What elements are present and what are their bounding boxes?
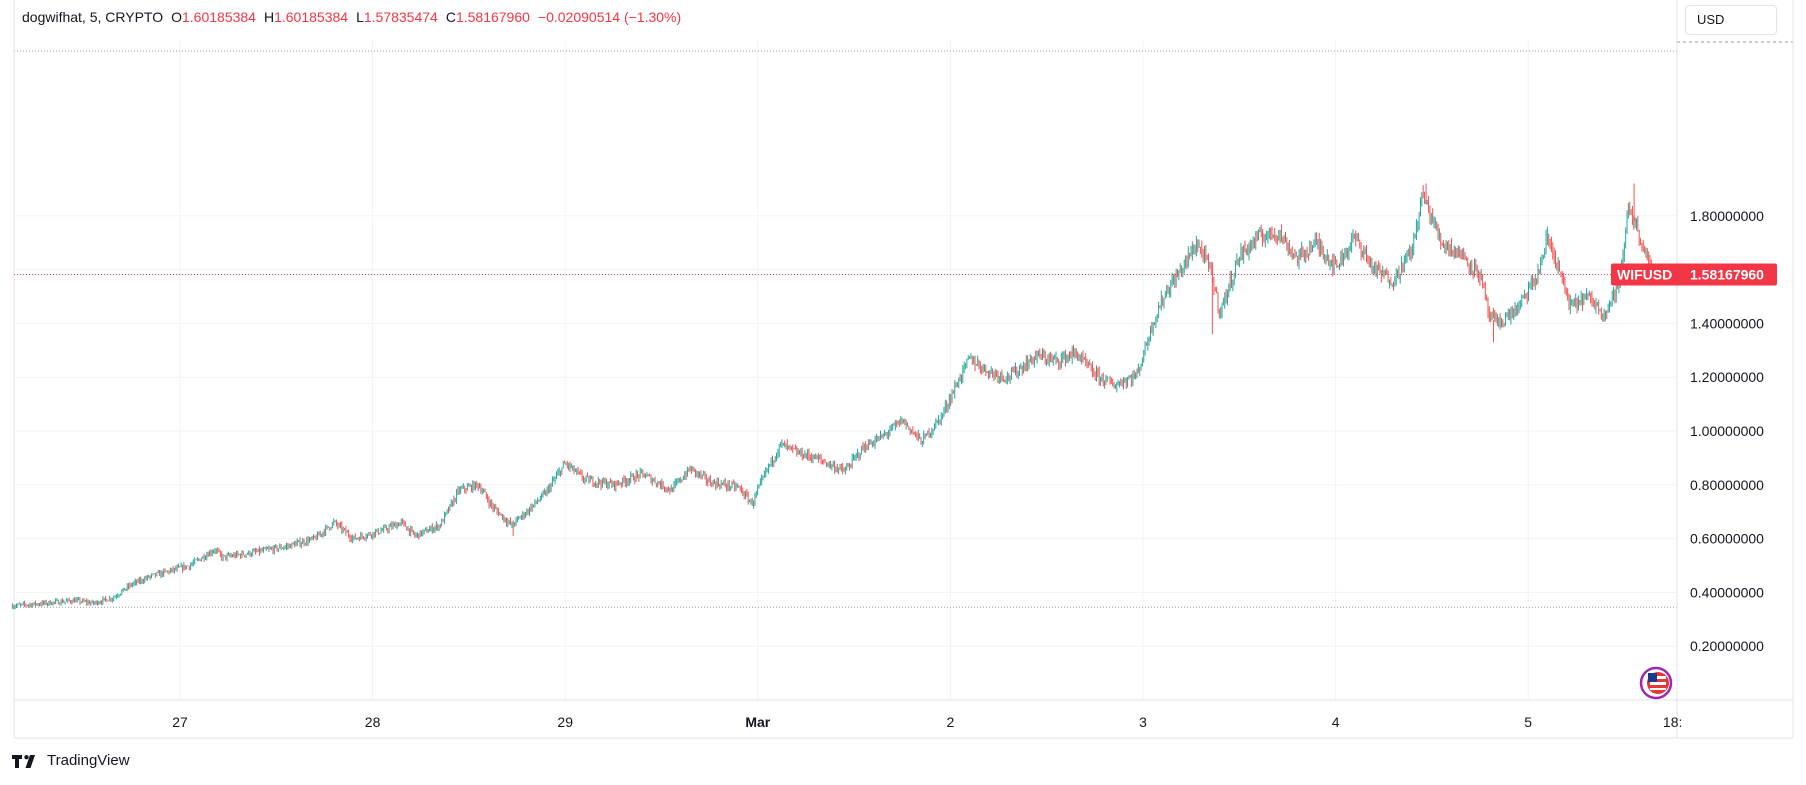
time-tick-label: 18: xyxy=(1663,714,1682,730)
brand-footer[interactable]: TradingView xyxy=(12,752,130,769)
grid-lines xyxy=(14,40,1677,700)
time-axis[interactable]: 27 28 29 Mar 2 3 4 5 18: xyxy=(172,714,1682,730)
price-tick-label: 1.20000000 xyxy=(1690,369,1764,385)
high-value: 1.60185384 xyxy=(274,9,349,25)
price-tag-symbol: WIFUSD xyxy=(1617,267,1672,283)
last-price-tag: WIFUSD 1.58167960 xyxy=(1611,263,1777,286)
reference-lines xyxy=(13,0,1794,738)
price-tick-label: 1.00000000 xyxy=(1690,423,1764,439)
price-tick-label: 0.40000000 xyxy=(1690,584,1764,600)
low-value: 1.57835474 xyxy=(363,9,438,25)
close-value: 1.58167960 xyxy=(455,9,530,25)
close-label: C xyxy=(445,9,456,25)
time-tick-label: Mar xyxy=(745,714,770,730)
price-tag-background xyxy=(1611,263,1777,286)
currency-selector-button[interactable]: USD xyxy=(1685,5,1777,35)
price-tick-label: 0.80000000 xyxy=(1690,477,1764,493)
open-value: 1.60185384 xyxy=(182,9,256,25)
time-tick-label: 4 xyxy=(1332,714,1340,730)
price-tick-label: 0.60000000 xyxy=(1690,531,1764,547)
chart-legend: dogwifhat, 5, CRYPTO O 1.60185384 H 1.6018… xyxy=(22,9,681,25)
time-tick-label: 29 xyxy=(557,714,573,730)
open-label: O xyxy=(171,9,182,25)
price-tick-label: 1.80000000 xyxy=(1690,208,1764,224)
candles xyxy=(11,183,1652,610)
time-tick-label: 27 xyxy=(172,714,188,730)
price-tag-value: 1.58167960 xyxy=(1690,267,1764,283)
time-tick-label: 2 xyxy=(947,714,955,730)
brand-name: TradingView xyxy=(47,752,130,769)
price-tick-label: 0.20000000 xyxy=(1690,638,1764,654)
price-tick-label: 1.40000000 xyxy=(1690,315,1764,331)
change-value: −0.02090514 (−1.30%) xyxy=(537,9,682,25)
symbol-title: dogwifhat, 5, CRYPTO xyxy=(22,9,164,25)
time-tick-label: 28 xyxy=(365,714,381,730)
low-label: L xyxy=(356,9,364,25)
time-tick-label: 5 xyxy=(1524,714,1532,730)
time-tick-label: 3 xyxy=(1139,714,1147,730)
us-flag-icon[interactable] xyxy=(1639,666,1673,700)
high-label: H xyxy=(263,9,275,25)
tradingview-logo-icon xyxy=(12,754,35,768)
